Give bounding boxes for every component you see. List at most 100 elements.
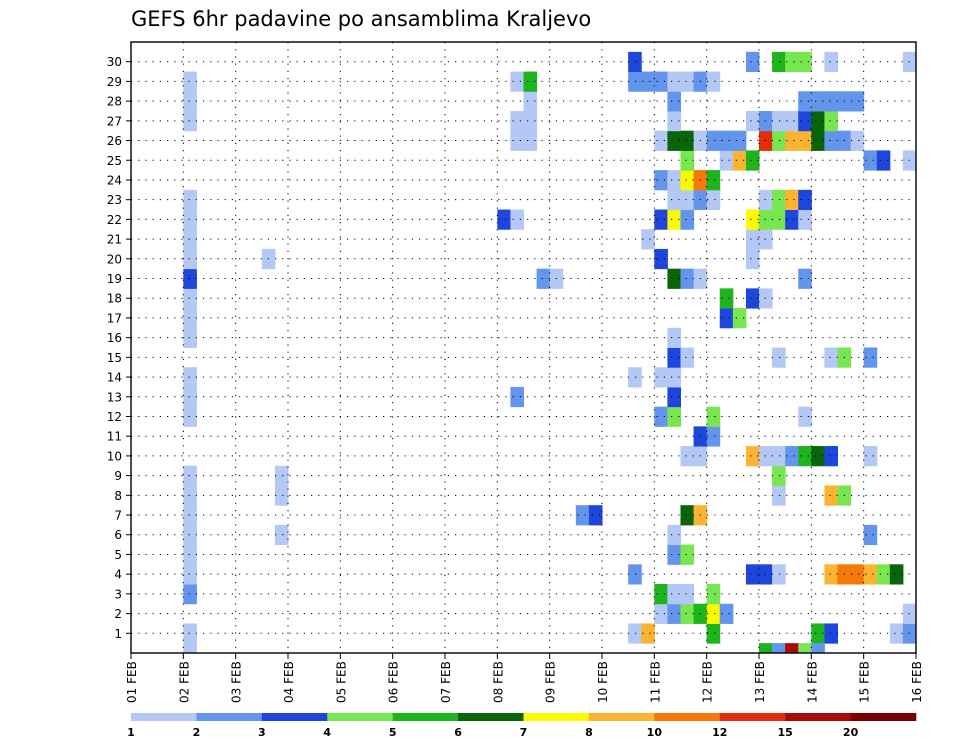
heatmap-cell xyxy=(510,209,524,230)
heatmap-cell xyxy=(798,643,812,653)
heatmap-cell xyxy=(876,150,891,171)
heatmap-cell xyxy=(523,110,538,132)
colorbar-segment xyxy=(523,713,590,721)
heatmap-cell xyxy=(654,367,668,388)
colorbar-segment xyxy=(261,713,328,721)
y-tick-label: 1 xyxy=(114,627,122,641)
y-tick-label: 20 xyxy=(107,252,122,266)
heatmap-cell xyxy=(772,564,786,585)
heatmap-cell xyxy=(798,110,812,132)
heatmap-cell xyxy=(889,564,904,585)
y-tick-label: 8 xyxy=(114,489,122,503)
y-tick-label: 24 xyxy=(107,173,122,187)
heatmap-cell xyxy=(667,327,681,348)
heatmap-cell xyxy=(824,110,838,132)
x-tick-label: 10 FEB xyxy=(596,661,610,703)
heatmap-cell xyxy=(759,643,773,653)
heatmap-cell xyxy=(824,485,838,506)
heatmap-cell xyxy=(798,91,812,112)
heatmap-cell xyxy=(183,91,197,112)
heatmap-cell xyxy=(575,505,590,526)
heatmap-cell xyxy=(824,347,838,368)
heatmap-cell xyxy=(274,465,289,486)
heatmap-cell xyxy=(628,51,642,73)
heatmap-cell xyxy=(785,189,799,211)
heatmap-cell xyxy=(863,150,878,171)
heatmap-cell xyxy=(628,564,642,585)
y-tick-label: 16 xyxy=(107,331,122,345)
heatmap-cell xyxy=(811,91,825,112)
colorbar-segment xyxy=(785,713,851,721)
heatmap-cell xyxy=(523,71,538,92)
heatmap-cell xyxy=(183,623,197,644)
y-tick-label: 21 xyxy=(107,233,122,247)
heatmap-cell xyxy=(274,524,289,546)
heatmap-cell xyxy=(811,110,825,132)
heatmap-cell xyxy=(654,584,668,605)
heatmap-cell xyxy=(824,446,838,467)
colorbar-label: 10 xyxy=(647,726,663,739)
y-tick-label: 29 xyxy=(107,75,122,89)
heatmap-cell xyxy=(510,386,524,408)
heatmap-cell xyxy=(183,406,197,427)
heatmap-cell xyxy=(785,209,799,230)
heatmap-cell xyxy=(745,446,760,467)
heatmap-cell xyxy=(824,91,838,112)
heatmap-cell xyxy=(680,268,695,289)
x-tick-label: 03 FEB xyxy=(230,661,244,703)
y-tick-label: 26 xyxy=(107,134,122,148)
heatmap-cell xyxy=(628,623,642,644)
heatmap-cell xyxy=(680,446,695,467)
heatmap-cell xyxy=(183,544,197,565)
heatmap-cell xyxy=(667,71,681,92)
heatmap-cell xyxy=(654,209,668,230)
heatmap-cell xyxy=(745,248,760,270)
heatmap-cell xyxy=(876,564,891,585)
x-tick-label: 09 FEB xyxy=(544,661,558,703)
colorbar-label: 3 xyxy=(258,726,266,739)
heatmap-cell xyxy=(706,584,721,605)
heatmap-cell xyxy=(183,643,197,653)
colorbar: 1 2 3 4 5 6 7 8 10 12 15 20 xyxy=(127,713,917,739)
heatmap-cell xyxy=(523,130,538,151)
colorbar-label: 4 xyxy=(323,726,331,739)
heatmap-cell xyxy=(889,623,904,644)
heatmap-cell xyxy=(863,564,878,585)
heatmap-cell xyxy=(183,71,197,92)
colorbar-label: 1 xyxy=(127,726,135,739)
heatmap-cell xyxy=(772,110,786,132)
heatmap-cell xyxy=(183,308,197,329)
heatmap-cell xyxy=(641,229,655,250)
colorbar-label: 20 xyxy=(843,726,859,739)
x-tick-label: 14 FEB xyxy=(805,661,819,703)
y-tick-label: 13 xyxy=(107,390,122,404)
colorbar-segment xyxy=(392,713,459,721)
colorbar-segment xyxy=(654,713,721,721)
heatmap-cell xyxy=(667,189,681,211)
heatmap-cell xyxy=(680,71,695,92)
heatmap-cell xyxy=(785,110,799,132)
heatmap-cell xyxy=(850,130,865,151)
colorbar-label: 8 xyxy=(585,726,593,739)
heatmap-cell xyxy=(824,623,838,644)
heatmap-cell xyxy=(667,544,681,565)
heatmap-cell xyxy=(785,51,799,73)
heatmap-cell xyxy=(732,130,747,151)
heatmap-cell xyxy=(667,268,681,289)
heatmap-cell xyxy=(183,327,197,348)
heatmap-cell xyxy=(183,209,197,230)
heatmap-cell xyxy=(850,564,865,585)
heatmap-cell xyxy=(667,170,681,191)
heatmap-cell xyxy=(667,347,681,368)
heatmap-cell xyxy=(772,465,786,486)
heatmap-cell xyxy=(772,51,786,73)
x-tick-label: 07 FEB xyxy=(439,661,453,703)
heatmap-cell xyxy=(667,110,681,132)
heatmap-cell xyxy=(798,406,812,427)
heatmap-cell xyxy=(811,446,825,467)
heatmap-cell xyxy=(680,544,695,565)
heatmap-cell xyxy=(510,110,524,132)
heatmap-cell xyxy=(183,367,197,388)
heatmap-cell xyxy=(680,209,695,230)
heatmap-cell xyxy=(183,485,197,506)
